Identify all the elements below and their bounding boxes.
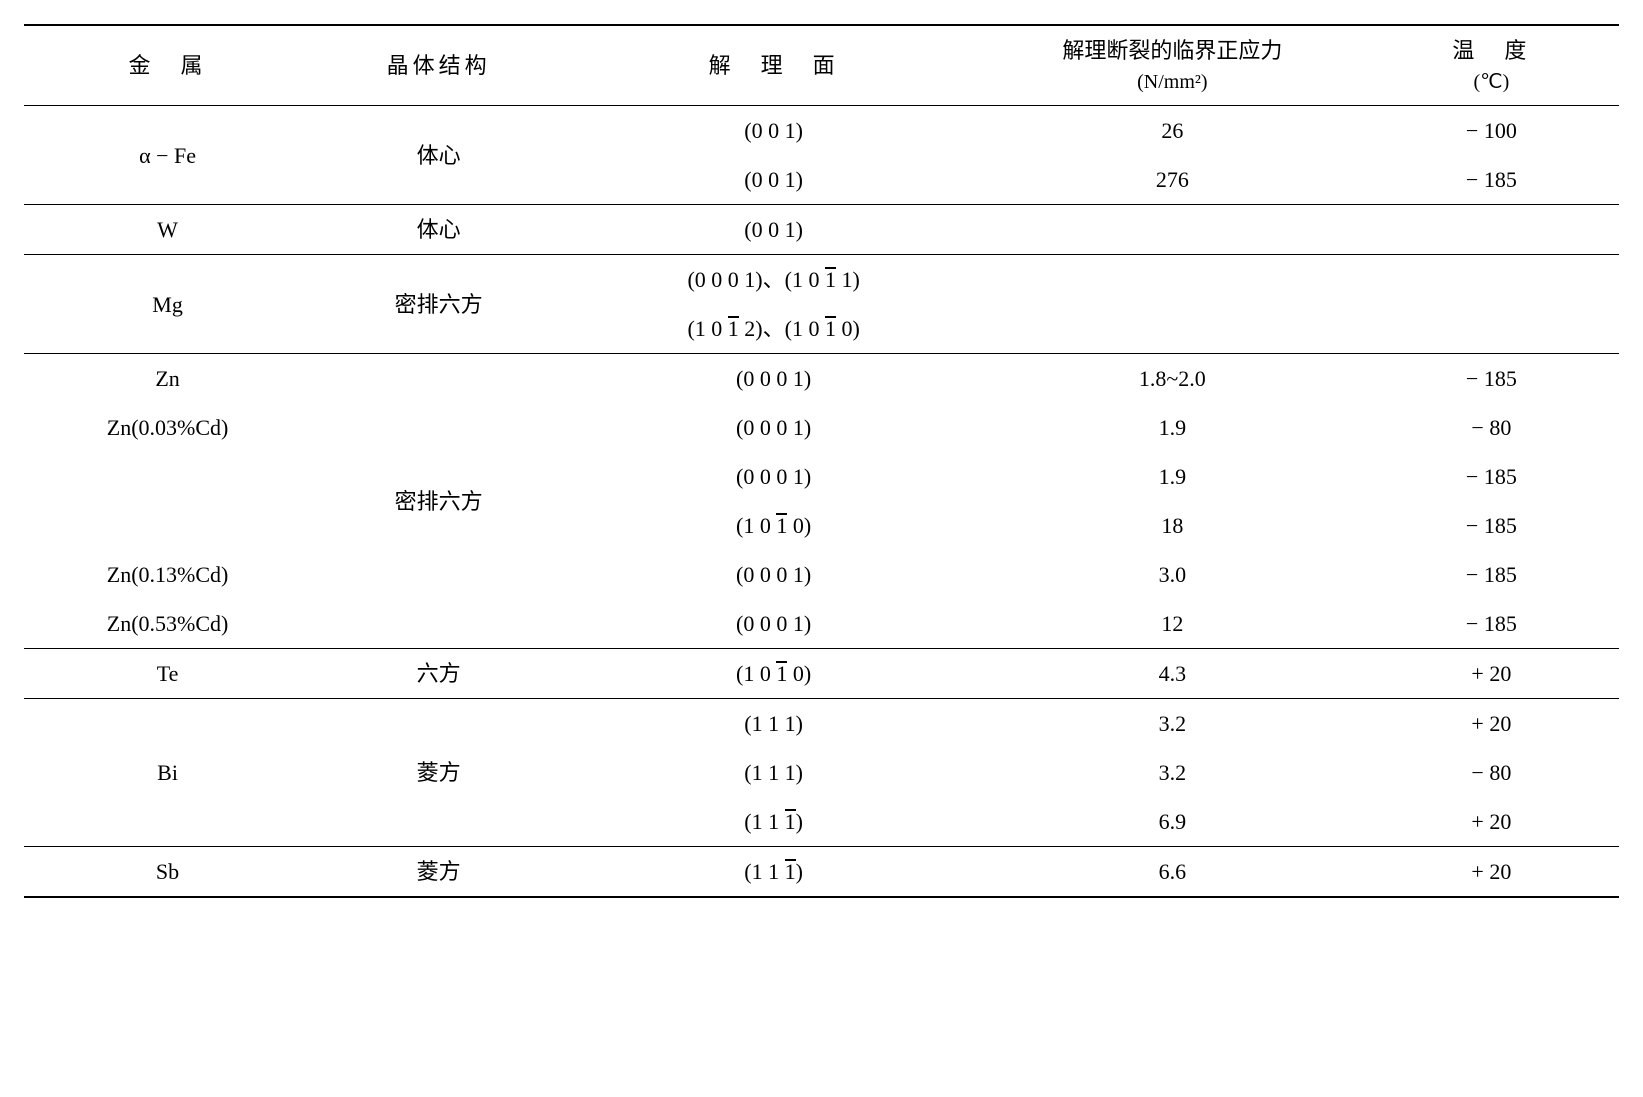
- cell-metal: Sb: [24, 847, 311, 898]
- table-row: Zn(0.53%Cd) (0 0 0 1)12− 185: [24, 599, 1619, 649]
- cell-temp: + 20: [1364, 699, 1619, 749]
- cell-stress: [981, 205, 1364, 255]
- cell-temp: − 80: [1364, 748, 1619, 797]
- table-row: (1 0 1 0)18− 185: [24, 501, 1619, 550]
- cell-plane: (0 0 0 1): [566, 403, 981, 452]
- cell-temp: [1364, 255, 1619, 305]
- cleavage-table: 金 属 晶体结构 解 理 面 解理断裂的临界正应力 (N/mm²) 温 度 (℃…: [24, 24, 1619, 898]
- cell-stress: 1.9: [981, 452, 1364, 501]
- cell-plane: (0 0 0 1)、(1 0 1 1): [566, 255, 981, 305]
- table-row: Zn密排六方(0 0 0 1)1.8~2.0− 185: [24, 354, 1619, 404]
- table-row: α − Fe体心(0 0 1)26− 100: [24, 106, 1619, 156]
- cell-plane: (1 1 1): [566, 847, 981, 898]
- cell-stress: 12: [981, 599, 1364, 649]
- cell-temp: + 20: [1364, 847, 1619, 898]
- cell-plane: (1 1 1): [566, 797, 981, 847]
- table-row: Te六方(1 0 1 0)4.3+ 20: [24, 649, 1619, 699]
- cell-metal: Zn(0.13%Cd): [24, 550, 311, 599]
- cell-stress: 26: [981, 106, 1364, 156]
- table-row: Sb菱方(1 1 1)6.6+ 20: [24, 847, 1619, 898]
- cell-stress: 3.2: [981, 748, 1364, 797]
- cell-stress: 3.0: [981, 550, 1364, 599]
- cell-metal: Mg: [24, 255, 311, 354]
- cell-plane: (1 0 1 2)、(1 0 1 0): [566, 304, 981, 354]
- cell-structure: 密排六方: [311, 354, 566, 649]
- cell-metal: Zn(0.03%Cd): [24, 403, 311, 452]
- cell-structure: 六方: [311, 649, 566, 699]
- cell-plane: (0 0 0 1): [566, 354, 981, 404]
- cell-stress: 3.2: [981, 699, 1364, 749]
- cell-stress: 6.6: [981, 847, 1364, 898]
- cell-temp: − 185: [1364, 452, 1619, 501]
- header-sub: (℃): [1368, 67, 1615, 97]
- col-structure: 晶体结构: [311, 25, 566, 106]
- cell-stress: 6.9: [981, 797, 1364, 847]
- cell-metal: Zn(0.53%Cd): [24, 599, 311, 649]
- cell-plane: (0 0 0 1): [566, 550, 981, 599]
- cell-plane: (0 0 1): [566, 106, 981, 156]
- cell-metal: α − Fe: [24, 106, 311, 205]
- cell-temp: − 185: [1364, 155, 1619, 205]
- cell-stress: [981, 255, 1364, 305]
- cell-stress: 1.9: [981, 403, 1364, 452]
- cell-temp: [1364, 304, 1619, 354]
- cell-structure: 菱方: [311, 847, 566, 898]
- cell-metal: Te: [24, 649, 311, 699]
- cell-metal: [24, 452, 311, 501]
- cell-plane: (1 1 1): [566, 748, 981, 797]
- table-body: α − Fe体心(0 0 1)26− 100(0 0 1)276− 185W体心…: [24, 106, 1619, 898]
- table-row: W体心(0 0 1): [24, 205, 1619, 255]
- header-label: 解理断裂的临界正应力: [985, 34, 1360, 67]
- col-temp: 温 度 (℃): [1364, 25, 1619, 106]
- cell-stress: [981, 304, 1364, 354]
- cell-temp: − 80: [1364, 403, 1619, 452]
- cell-stress: 18: [981, 501, 1364, 550]
- col-metal: 金 属: [24, 25, 311, 106]
- cell-plane: (1 0 1 0): [566, 649, 981, 699]
- cell-plane: (0 0 1): [566, 205, 981, 255]
- cell-temp: − 185: [1364, 354, 1619, 404]
- table-header: 金 属 晶体结构 解 理 面 解理断裂的临界正应力 (N/mm²) 温 度 (℃…: [24, 25, 1619, 106]
- cell-temp: + 20: [1364, 649, 1619, 699]
- cell-temp: + 20: [1364, 797, 1619, 847]
- header-label: 金 属: [28, 49, 307, 82]
- cell-plane: (0 0 0 1): [566, 599, 981, 649]
- cell-plane: (0 0 0 1): [566, 452, 981, 501]
- cell-stress: 276: [981, 155, 1364, 205]
- cell-plane: (1 0 1 0): [566, 501, 981, 550]
- table-row: Mg密排六方(0 0 0 1)、(1 0 1 1): [24, 255, 1619, 305]
- cell-structure: 密排六方: [311, 255, 566, 354]
- cell-metal: Zn: [24, 354, 311, 404]
- cell-metal: [24, 501, 311, 550]
- cell-temp: − 185: [1364, 550, 1619, 599]
- header-label: 解 理 面: [570, 49, 977, 82]
- cell-temp: − 185: [1364, 599, 1619, 649]
- header-label: 温 度: [1368, 34, 1615, 67]
- cell-structure: 菱方: [311, 699, 566, 847]
- cell-metal: W: [24, 205, 311, 255]
- header-sub: (N/mm²): [985, 67, 1360, 97]
- cell-stress: 1.8~2.0: [981, 354, 1364, 404]
- table-row: (0 0 0 1)1.9− 185: [24, 452, 1619, 501]
- cell-temp: − 100: [1364, 106, 1619, 156]
- cell-plane: (0 0 1): [566, 155, 981, 205]
- table-row: Bi菱方(1 1 1)3.2+ 20: [24, 699, 1619, 749]
- cell-metal: Bi: [24, 699, 311, 847]
- cell-temp: − 185: [1364, 501, 1619, 550]
- cell-temp: [1364, 205, 1619, 255]
- cell-structure: 体心: [311, 205, 566, 255]
- cell-structure: 体心: [311, 106, 566, 205]
- cell-stress: 4.3: [981, 649, 1364, 699]
- table-row: Zn(0.13%Cd) (0 0 0 1)3.0− 185: [24, 550, 1619, 599]
- table-row: Zn(0.03%Cd) (0 0 0 1)1.9− 80: [24, 403, 1619, 452]
- cell-plane: (1 1 1): [566, 699, 981, 749]
- col-plane: 解 理 面: [566, 25, 981, 106]
- header-label: 晶体结构: [315, 49, 562, 82]
- col-stress: 解理断裂的临界正应力 (N/mm²): [981, 25, 1364, 106]
